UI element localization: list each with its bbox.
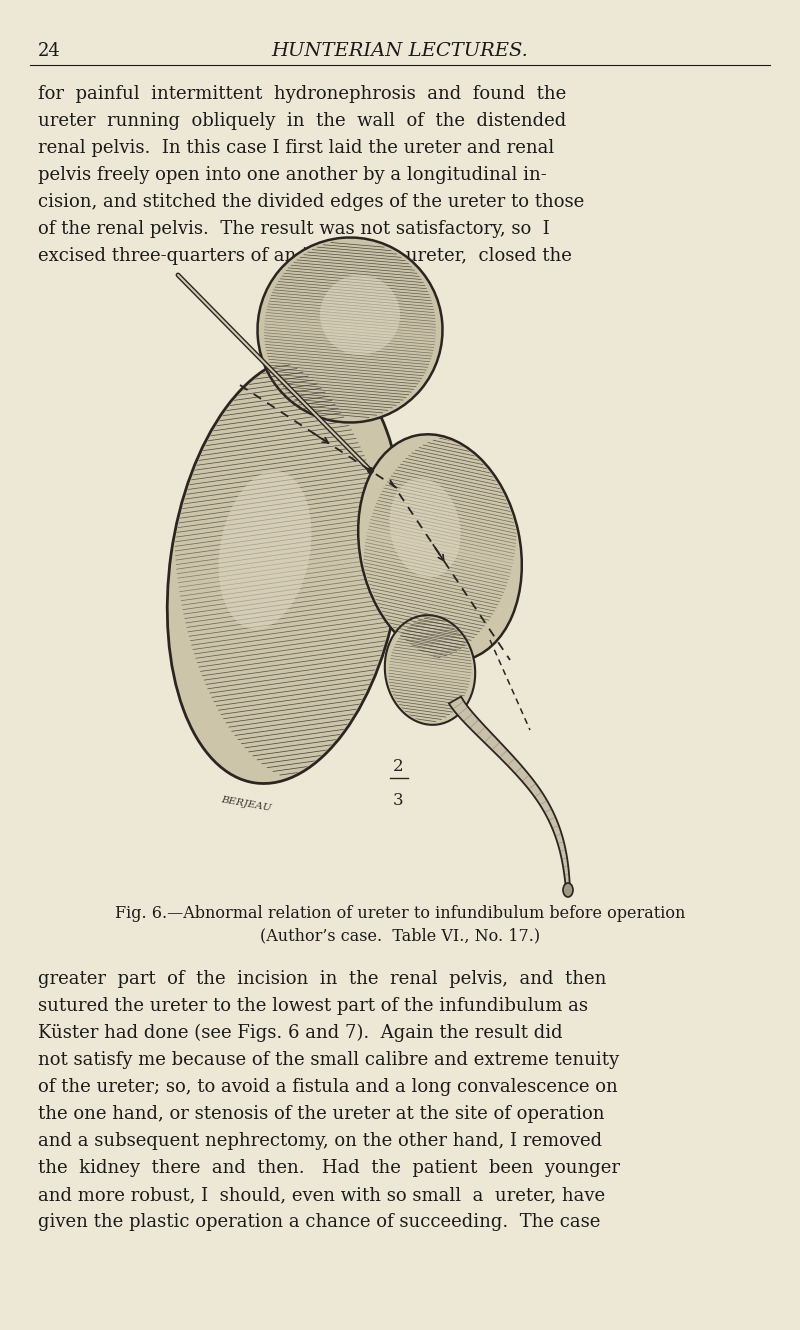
Text: ureter  running  obliquely  in  the  wall  of  the  distended: ureter running obliquely in the wall of … (38, 112, 566, 130)
Ellipse shape (167, 356, 402, 783)
Text: BERJEAU: BERJEAU (220, 795, 272, 813)
Text: HUNTERIAN LECTURES.: HUNTERIAN LECTURES. (271, 43, 529, 60)
Ellipse shape (320, 275, 400, 355)
Ellipse shape (385, 616, 475, 725)
Text: sutured the ureter to the lowest part of the infundibulum as: sutured the ureter to the lowest part of… (38, 998, 588, 1015)
Text: the one hand, or stenosis of the ureter at the site of operation: the one hand, or stenosis of the ureter … (38, 1105, 605, 1123)
Text: pelvis freely open into one another by a longitudinal in-: pelvis freely open into one another by a… (38, 166, 546, 184)
Text: cision, and stitched the divided edges of the ureter to those: cision, and stitched the divided edges o… (38, 193, 584, 211)
Text: and a subsequent nephrectomy, on the other hand, I removed: and a subsequent nephrectomy, on the oth… (38, 1132, 602, 1150)
Polygon shape (449, 697, 570, 890)
Ellipse shape (218, 471, 311, 629)
Text: 3: 3 (393, 791, 403, 809)
Text: for  painful  intermittent  hydronephrosis  and  found  the: for painful intermittent hydronephrosis … (38, 85, 566, 102)
Text: Küster had done (see Figs. 6 and 7).  Again the result did: Küster had done (see Figs. 6 and 7). Aga… (38, 1024, 562, 1043)
Text: of the renal pelvis.  The result was not satisfactory, so  I: of the renal pelvis. The result was not … (38, 219, 550, 238)
Text: 24: 24 (38, 43, 61, 60)
Text: excised three-quarters of an inch of the ureter,  closed the: excised three-quarters of an inch of the… (38, 247, 572, 265)
Ellipse shape (390, 479, 461, 577)
Text: not satisfy me because of the small calibre and extreme tenuity: not satisfy me because of the small cali… (38, 1051, 619, 1069)
Ellipse shape (563, 883, 573, 896)
Text: Fig. 6.—Abnormal relation of ureter to infundibulum before operation: Fig. 6.—Abnormal relation of ureter to i… (115, 904, 685, 922)
Text: given the plastic operation a chance of succeeding.  The case: given the plastic operation a chance of … (38, 1213, 600, 1232)
Text: (Author’s case.  Table VI., No. 17.): (Author’s case. Table VI., No. 17.) (260, 927, 540, 944)
Ellipse shape (258, 238, 442, 423)
Text: and more robust, I  should, even with so small  a  ureter, have: and more robust, I should, even with so … (38, 1186, 605, 1204)
Ellipse shape (358, 435, 522, 662)
Text: 2: 2 (393, 758, 403, 775)
Text: the  kidney  there  and  then.   Had  the  patient  been  younger: the kidney there and then. Had the patie… (38, 1158, 620, 1177)
Text: of the ureter; so, to avoid a fistula and a long convalescence on: of the ureter; so, to avoid a fistula an… (38, 1079, 618, 1096)
Text: renal pelvis.  In this case I first laid the ureter and renal: renal pelvis. In this case I first laid … (38, 140, 554, 157)
Text: greater  part  of  the  incision  in  the  renal  pelvis,  and  then: greater part of the incision in the rena… (38, 970, 606, 988)
